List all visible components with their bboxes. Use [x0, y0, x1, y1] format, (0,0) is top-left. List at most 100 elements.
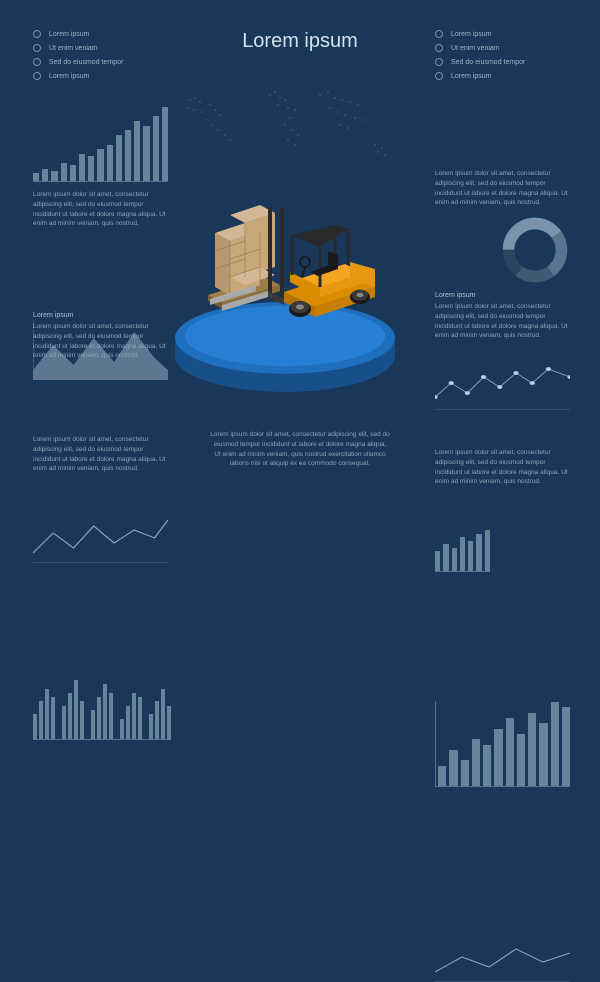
- bar: [461, 760, 469, 787]
- bar: [116, 135, 122, 182]
- heading: Lorem ipsum: [33, 312, 168, 319]
- bar: [167, 706, 171, 740]
- axis: [33, 181, 168, 182]
- bar: [468, 541, 473, 573]
- bullet-label: Lorem ipsum: [49, 73, 89, 80]
- bullet-label: Sed do eiusmod tempor: [451, 59, 525, 66]
- bullet-label: Lorem ipsum: [451, 31, 491, 38]
- bar: [132, 693, 136, 740]
- caption: Lorem ipsum dolor sit amet, consectetur …: [210, 430, 390, 469]
- caption: Lorem ipsum dolor sit amet, consectetur …: [33, 435, 168, 474]
- axis: [435, 571, 490, 572]
- bar: [483, 745, 491, 788]
- bar: [494, 729, 502, 787]
- donut-chart: [500, 215, 570, 285]
- bar: [155, 701, 159, 740]
- text-block: Lorem ipsum Lorem ipsum dolor sit amet, …: [33, 312, 168, 361]
- axis: [33, 739, 168, 740]
- line-chart-markers: [435, 355, 570, 410]
- center-text-block: Lorem ipsum dolor sit amet, consectetur …: [210, 430, 390, 469]
- bar: [79, 154, 85, 182]
- caption: Lorem ipsum dolor sit amet, consectetur …: [33, 322, 168, 361]
- bar: [452, 548, 457, 573]
- bar-group: [33, 680, 55, 740]
- bar-group: [91, 680, 113, 740]
- bullet-label: Ut enim veniam: [451, 45, 500, 52]
- bar: [134, 121, 140, 182]
- bars: [33, 680, 168, 740]
- bar-chart-ascending: [33, 107, 168, 182]
- bar: [460, 537, 465, 572]
- bar: [562, 707, 570, 787]
- bar: [443, 544, 448, 572]
- bar: [97, 149, 103, 182]
- bar: [126, 706, 130, 740]
- bars: [435, 702, 570, 787]
- text-block: Lorem ipsum dolor sit amet, consectetur …: [435, 169, 570, 208]
- bar: [103, 684, 107, 740]
- bullet-icon: [33, 58, 41, 66]
- bullet-icon: [435, 44, 443, 52]
- bars: [33, 107, 168, 182]
- bars: [435, 530, 490, 572]
- bar: [109, 693, 113, 740]
- bar: [33, 714, 37, 740]
- bar: [551, 702, 559, 787]
- bullet-item: Lorem ipsum: [33, 72, 123, 80]
- top-right-bullet-list: Lorem ipsum Ut enim veniam Sed do eiusmo…: [435, 30, 525, 80]
- bar: [143, 126, 149, 182]
- bar: [97, 697, 101, 740]
- line-chart-bottom: [435, 937, 570, 982]
- bullet-icon: [435, 58, 443, 66]
- page-title-wrap: Lorem ipsum: [200, 30, 400, 53]
- mini-bar-chart: [435, 530, 490, 572]
- caption: Lorem ipsum dolor sit amet, consectetur …: [33, 190, 168, 229]
- axis: [435, 786, 570, 787]
- bullet-item: Ut enim veniam: [33, 44, 123, 52]
- bar: [61, 163, 67, 182]
- text-block: Lorem ipsum Lorem ipsum dolor sit amet, …: [435, 292, 570, 341]
- bar: [149, 714, 153, 740]
- bar: [107, 145, 113, 183]
- caption: Lorem ipsum dolor sit amet, consectetur …: [435, 448, 570, 487]
- bullet-icon: [435, 72, 443, 80]
- bar: [161, 689, 165, 740]
- bar: [51, 697, 55, 740]
- bullet-label: Lorem ipsum: [451, 73, 491, 80]
- bullet-item: Sed do eiusmod tempor: [33, 58, 123, 66]
- text-block: Lorem ipsum dolor sit amet, consectetur …: [435, 448, 570, 487]
- bullet-label: Sed do eiusmod tempor: [49, 59, 123, 66]
- bullet-item: Ut enim veniam: [435, 44, 525, 52]
- bullet-item: Lorem ipsum: [435, 72, 525, 80]
- equalizer-chart: [33, 680, 168, 740]
- bullet-icon: [33, 72, 41, 80]
- bar: [528, 713, 536, 787]
- caption: Lorem ipsum dolor sit amet, consectetur …: [435, 169, 570, 208]
- top-left-bullet-list: Lorem ipsum Ut enim veniam Sed do eiusmo…: [33, 30, 123, 80]
- page-title: Lorem ipsum: [200, 30, 400, 53]
- caption: Lorem ipsum dolor sit amet, consectetur …: [435, 302, 570, 341]
- bar: [80, 701, 84, 740]
- bar: [517, 734, 525, 787]
- bullet-icon: [435, 30, 443, 38]
- bullet-label: Lorem ipsum: [49, 31, 89, 38]
- bar: [438, 766, 446, 787]
- bullet-item: Lorem ipsum: [33, 30, 123, 38]
- bar-group: [62, 680, 84, 740]
- text-block: Lorem ipsum dolor sit amet, consectetur …: [33, 190, 168, 229]
- bar: [45, 689, 49, 740]
- bar: [120, 719, 124, 740]
- bar: [39, 701, 43, 740]
- world-map-bg: [160, 70, 420, 190]
- bar: [153, 116, 159, 182]
- bar: [88, 156, 94, 182]
- bar: [74, 680, 78, 740]
- bar: [68, 693, 72, 740]
- bar: [138, 697, 142, 740]
- bullet-icon: [33, 30, 41, 38]
- bullet-label: Ut enim veniam: [49, 45, 98, 52]
- bar: [125, 130, 131, 182]
- bar-group: [149, 680, 171, 740]
- bar: [539, 723, 547, 787]
- bullet-icon: [33, 44, 41, 52]
